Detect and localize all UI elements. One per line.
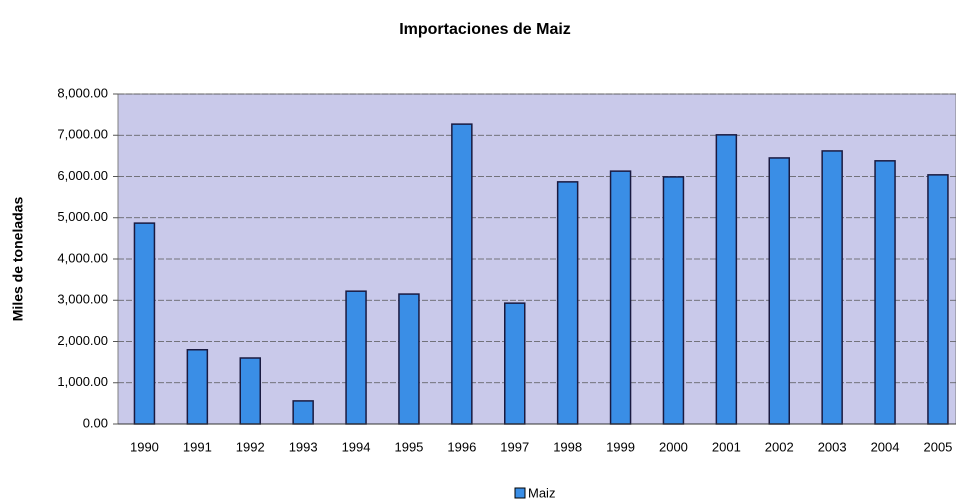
bar bbox=[133, 222, 156, 425]
x-tick-label: 1993 bbox=[289, 439, 318, 454]
y-tick-label: 2,000.00 bbox=[57, 333, 108, 348]
x-tick-label: 1999 bbox=[606, 439, 635, 454]
bar bbox=[556, 181, 579, 425]
x-tick-label: 2004 bbox=[871, 439, 900, 454]
x-tick-label: 1992 bbox=[236, 439, 265, 454]
bar bbox=[292, 400, 314, 425]
x-tick-label: 1998 bbox=[553, 439, 582, 454]
y-tick-label: 8,000.00 bbox=[57, 85, 108, 100]
y-tick-label: 7,000.00 bbox=[57, 127, 108, 142]
bar bbox=[821, 150, 843, 425]
y-tick-label: 0.00 bbox=[83, 415, 108, 430]
bar bbox=[345, 290, 367, 425]
bar bbox=[768, 157, 790, 425]
y-tick-label: 1,000.00 bbox=[57, 374, 108, 389]
bar bbox=[662, 176, 685, 425]
legend-label: Maiz bbox=[528, 485, 555, 500]
y-tick-label: 3,000.00 bbox=[57, 292, 108, 307]
y-tick-label: 6,000.00 bbox=[57, 168, 108, 183]
bar bbox=[609, 170, 632, 425]
x-tick-label: 1994 bbox=[342, 439, 371, 454]
x-tick-label: 2001 bbox=[712, 439, 741, 454]
x-tick-label: 1991 bbox=[183, 439, 212, 454]
y-tick-label: 4,000.00 bbox=[57, 250, 108, 265]
bar bbox=[451, 123, 473, 425]
legend-swatch bbox=[514, 487, 526, 499]
bar bbox=[715, 134, 738, 425]
x-tick-label: 2000 bbox=[659, 439, 688, 454]
x-tick-label: 2002 bbox=[765, 439, 794, 454]
bar bbox=[874, 160, 896, 425]
chart-title: Importaciones de Maiz bbox=[399, 21, 571, 38]
x-tick-label: 1990 bbox=[130, 439, 159, 454]
bar bbox=[504, 302, 526, 425]
y-tick-label: 5,000.00 bbox=[57, 209, 108, 224]
x-tick-label: 2005 bbox=[923, 439, 952, 454]
bar bbox=[239, 357, 261, 425]
x-tick-label: 1995 bbox=[394, 439, 423, 454]
bar bbox=[398, 293, 420, 425]
bar bbox=[927, 174, 949, 425]
x-tick-label: 1996 bbox=[447, 439, 476, 454]
bar bbox=[186, 349, 209, 425]
x-tick-label: 1997 bbox=[500, 439, 529, 454]
x-tick-label: 2003 bbox=[818, 439, 847, 454]
y-axis-label: Miles de toneladas bbox=[10, 197, 26, 322]
